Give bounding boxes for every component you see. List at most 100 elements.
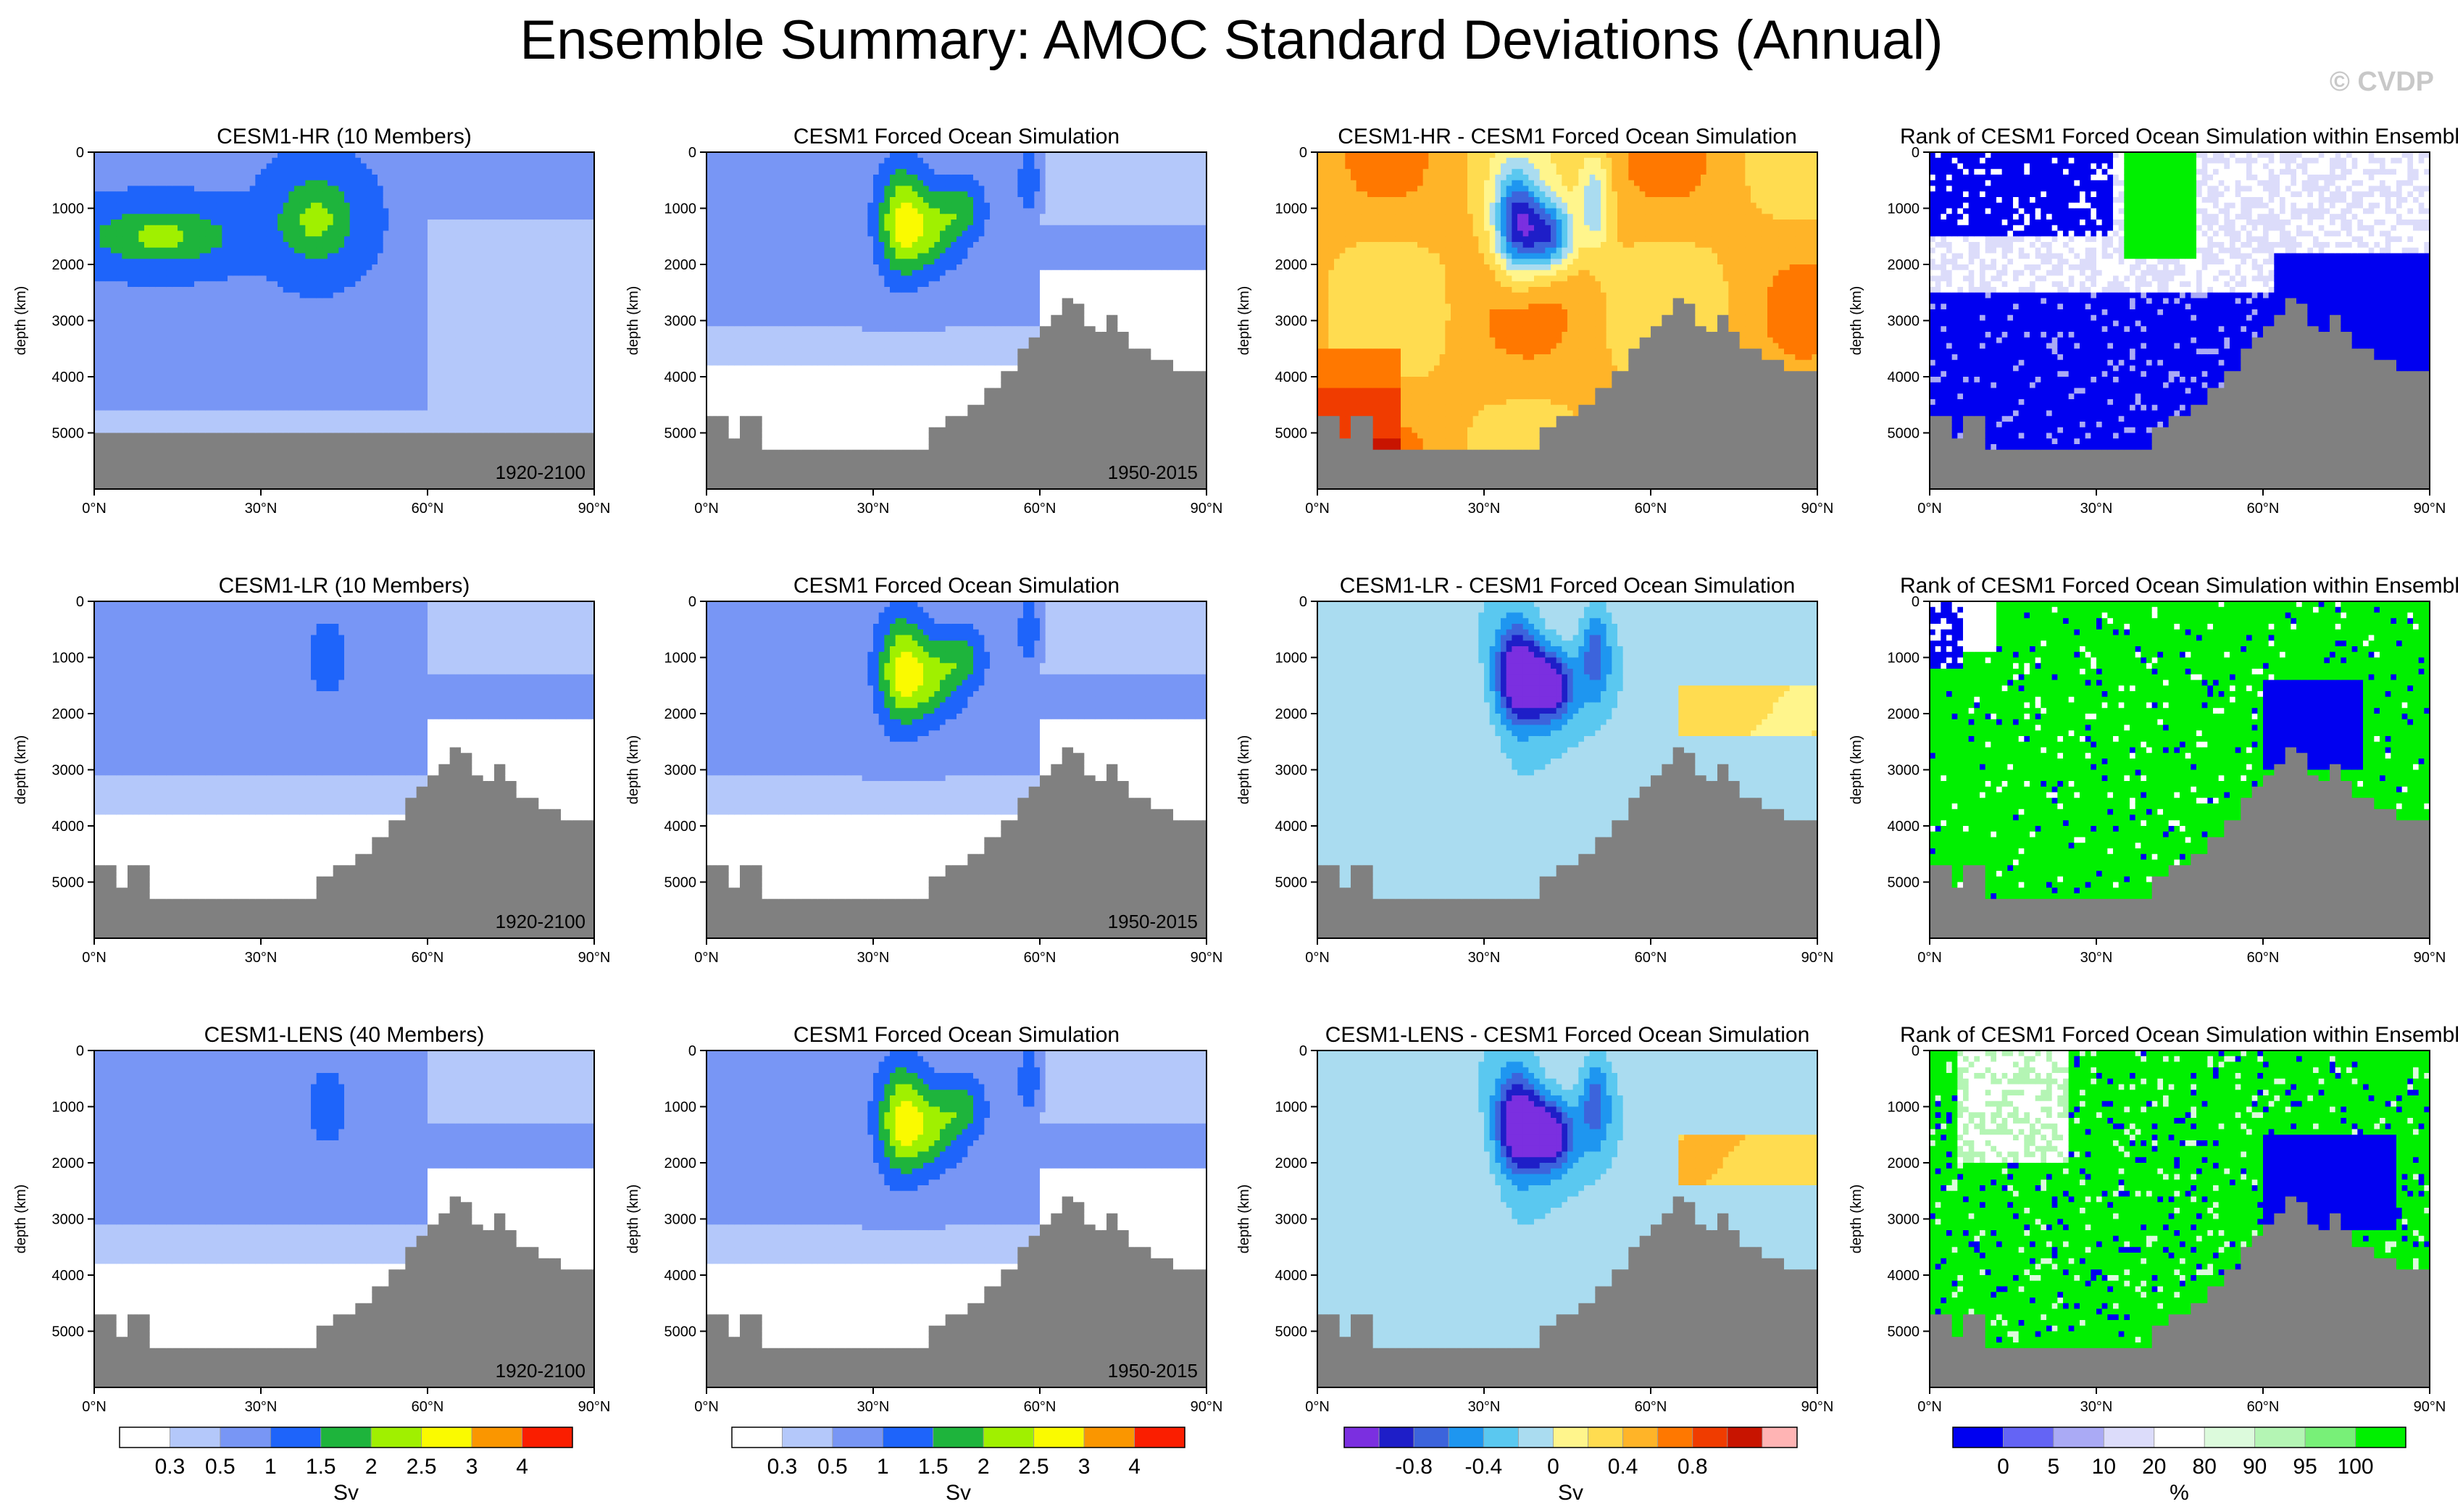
field-cell [122,467,128,472]
field-cell [105,254,111,259]
field-cell [128,281,133,287]
field-cell [111,472,117,478]
field-cell [128,214,133,220]
field-cell [100,399,106,405]
field-cell [111,309,117,315]
field-cell [111,169,117,175]
field-cell [117,197,122,203]
field-cell [133,371,139,377]
field-cell [100,220,106,225]
field-cell [100,304,106,309]
field-cell [128,259,133,264]
field-cell [122,343,128,349]
field-cell [128,427,133,433]
field-cell [117,467,122,472]
field-cell [111,197,117,203]
field-cell [94,203,100,209]
field-cell [128,220,133,225]
field-cell [105,304,111,309]
field-cell [100,276,106,282]
field-cell [105,293,111,298]
field-cell [100,343,106,349]
field-cell [133,309,139,315]
field-cell [122,186,128,192]
field-cell [94,383,100,388]
field-cell [117,180,122,186]
field-cell [128,461,133,467]
field-cell [105,287,111,293]
field-cell [122,209,128,214]
field-cell [122,371,128,377]
field-cell [128,158,133,164]
field-cell [122,242,128,248]
field-cell [117,332,122,338]
field-cell [117,259,122,264]
field-cell [128,197,133,203]
field-cell [100,169,106,175]
field-cell [122,254,128,259]
field-cell [105,259,111,264]
field-cell [100,158,106,164]
field-cell [122,393,128,399]
field-cell [94,427,100,433]
field-cell [133,191,139,197]
field-cell [117,209,122,214]
field-cell [122,169,128,175]
field-cell [105,298,111,304]
field-cell [100,478,106,484]
field-cell [117,220,122,225]
field-cell [111,338,117,343]
field-cell [122,326,128,332]
field-cell [122,315,128,321]
field-cell [111,180,117,186]
field-cell [111,332,117,338]
field-cell [111,450,117,456]
field-cell [94,287,100,293]
field-cell [117,478,122,484]
field-cell [128,450,133,456]
field-cell [105,422,111,427]
field-cell [117,309,122,315]
field-cell [138,152,144,158]
field-cell [94,371,100,377]
field-cell [100,236,106,242]
panel-0: CESM1-HR (10 Members)1920-21000100020003… [13,125,610,517]
field-cell [111,264,117,270]
field-cell [128,264,133,270]
field-cell [117,366,122,372]
field-cell [117,203,122,209]
field-cell [105,388,111,394]
field-cell [94,360,100,366]
field-cell [105,186,111,192]
field-cell [111,242,117,248]
field-cell [94,366,100,372]
field-cell [100,405,106,411]
field-cell [133,461,139,467]
field-cell [111,399,117,405]
field-cell [117,427,122,433]
field-cell [122,259,128,264]
field-cell [128,388,133,394]
field-cell [100,326,106,332]
field-cell [122,248,128,254]
field-cell [122,450,128,456]
field-cell [117,152,122,158]
field-cell [117,433,122,439]
field-cell [100,438,106,444]
field-cell [122,478,128,484]
field-cell [100,371,106,377]
field-cell [133,450,139,456]
field-cell [100,242,106,248]
field-cell [128,326,133,332]
field-cell [94,197,100,203]
field-cell [94,152,100,158]
field-cell [128,321,133,327]
field-cell [100,393,106,399]
field-cell [133,287,139,293]
field-cell [117,338,122,343]
field-cell [128,467,133,472]
field-cell [111,220,117,225]
field-cell [117,348,122,354]
field-cell [122,366,128,372]
field-cell [128,332,133,338]
